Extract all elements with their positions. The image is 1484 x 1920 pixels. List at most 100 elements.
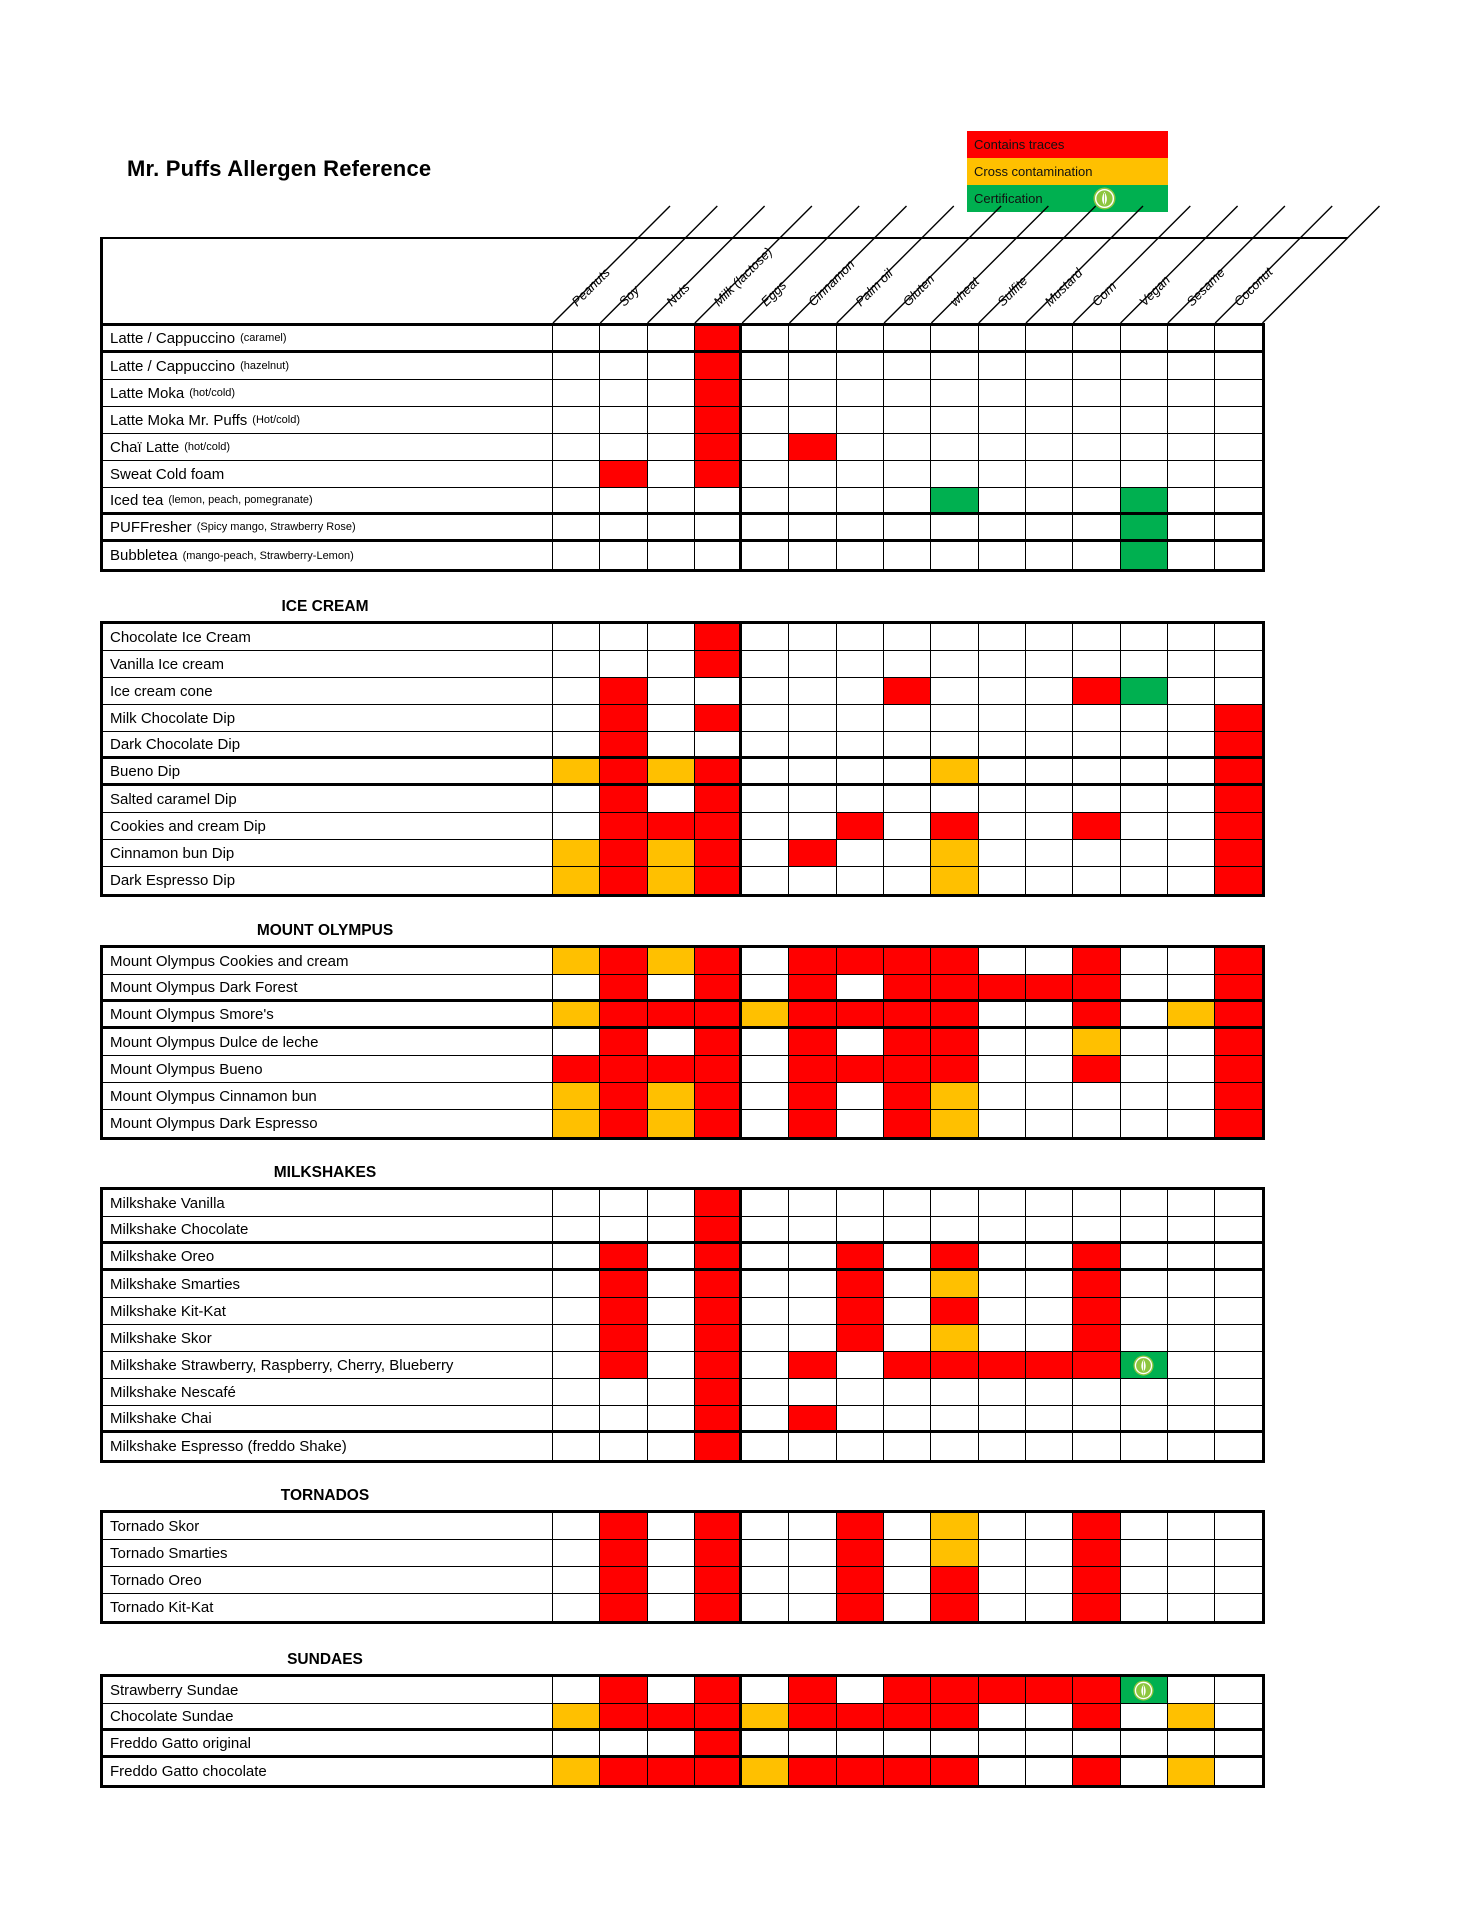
allergen-cell [789,732,837,759]
allergen-cell [694,1325,743,1352]
allergen-cell [1120,461,1168,488]
allergen-cell [647,975,695,1002]
allergen-cell [1215,1083,1263,1110]
allergen-cell [600,542,648,569]
allergen-cell [1120,786,1168,813]
allergen-cell [1215,1704,1263,1731]
row-label: Chocolate Sundae [103,1704,553,1731]
allergen-cell [694,1677,743,1704]
allergen-cell [1120,1217,1168,1244]
allergen-cell [978,1704,1026,1731]
allergen-cell [1120,326,1168,353]
allergen-cell [1073,380,1121,407]
allergen-cell [884,1677,932,1704]
allergen-cell [1120,515,1168,542]
allergen-cell [647,813,695,840]
allergen-cell [836,407,885,434]
allergen-cell [1025,1352,1074,1379]
allergen-cell [789,461,837,488]
certification-badge-icon [1086,187,1116,210]
allergen-cell [1215,380,1263,407]
allergen-cell [836,759,885,786]
allergen-cell [931,1379,979,1406]
table-row: Dark Chocolate Dip [103,732,1263,759]
allergen-cell [1215,1379,1263,1406]
allergen-cell [836,434,885,461]
allergen-cell [931,1002,979,1029]
allergen-cell [1025,813,1074,840]
column-header-label: Sesame [1183,265,1227,309]
row-label: Mount Olympus Dulce de leche [103,1029,553,1056]
allergen-cell [1167,732,1216,759]
allergen-cell [789,1379,837,1406]
allergen-cell [978,407,1026,434]
allergen-cell [695,542,743,569]
section-milkshakes: MILKSHAKES Milkshake Vanilla Milkshake Cho… [100,1164,1266,1463]
table-row: Milkshake Smarties [103,1271,1263,1298]
allergen-cell [884,1029,932,1056]
table-row: Mount Olympus Bueno [103,1056,1263,1083]
allergen-cell [1120,380,1168,407]
section-title: MOUNT OLYMPUS [256,922,394,939]
allergen-cell [1120,705,1168,732]
allergen-cell [978,840,1026,867]
allergen-cell [1167,1029,1216,1056]
allergen-cell [1025,1677,1074,1704]
column-header-label: Vegan [1136,272,1173,309]
allergen-cell [600,1244,648,1271]
allergen-cell [742,1677,790,1704]
allergen-cell [978,1352,1026,1379]
allergen-cell [1167,1083,1216,1110]
allergen-cell [1026,1594,1074,1621]
allergen-cell [1167,705,1216,732]
table-row: Freddo Gatto chocolate [103,1758,1262,1785]
allergen-cell [978,1190,1026,1217]
allergen-cell [1215,353,1263,380]
allergen-cell [884,542,932,569]
allergen-cell [600,353,648,380]
allergen-cell [1167,759,1216,786]
allergen-cell [742,326,790,353]
allergen-cell [647,1513,695,1540]
allergen-cell [1121,1433,1168,1460]
allergen-cell [742,353,790,380]
allergen-cell [553,326,601,353]
allergen-cell [1120,732,1168,759]
allergen-cell [836,840,885,867]
allergen-cell [742,1594,790,1621]
allergen-cell [647,1758,695,1785]
allergen-cell [836,705,885,732]
allergen-cell [1025,407,1074,434]
allergen-cell [1025,705,1074,732]
allergen-cell [694,1433,743,1460]
allergen-cell [600,380,648,407]
allergen-cell [1120,407,1168,434]
allergen-cell [978,1083,1026,1110]
allergen-cell [931,678,979,705]
allergen-cell [1073,1110,1121,1137]
allergen-cell [836,1217,885,1244]
allergen-cell [1120,1271,1168,1298]
allergen-cell [553,1406,601,1433]
legend-item-label: Contains traces [974,137,1065,152]
allergen-cell [836,1379,885,1406]
allergen-cell [884,1110,932,1137]
allergen-cell [978,651,1026,678]
allergen-cell [694,1406,743,1433]
allergen-cell [789,1190,837,1217]
allergen-cell [1168,1110,1216,1137]
section-sundaes: SUNDAES Strawberry Sundae Chocolate Sundae… [100,1651,1266,1788]
allergen-cell [742,1731,790,1758]
allergen-cell [978,1029,1026,1056]
allergen-cell [836,786,885,813]
allergen-cell [931,732,979,759]
row-label: Milkshake Espresso (freddo Shake) [103,1433,553,1460]
allergen-cell [979,867,1026,894]
allergen-cell [1215,515,1263,542]
allergen-cell [836,1325,885,1352]
allergen-cell [694,1056,743,1083]
allergen-cell [931,1244,979,1271]
table-row: Ice cream cone [103,678,1263,705]
allergen-cell [931,488,979,515]
allergen-cell [1073,434,1121,461]
